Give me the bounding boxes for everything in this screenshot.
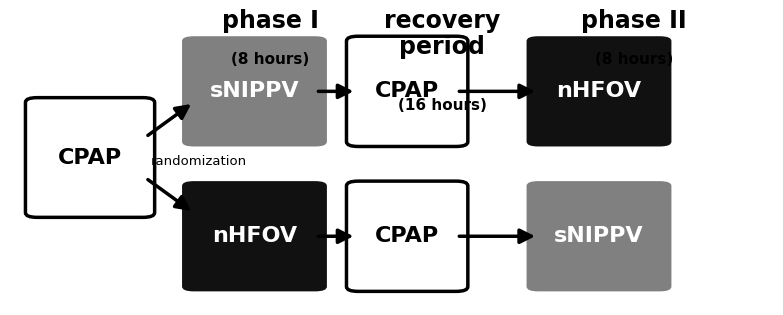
FancyBboxPatch shape: [526, 36, 671, 146]
Text: nHFOV: nHFOV: [212, 226, 297, 246]
Text: recovery
period: recovery period: [384, 9, 500, 59]
Text: (8 hours): (8 hours): [595, 52, 673, 67]
Text: phase II: phase II: [582, 9, 687, 33]
Text: CPAP: CPAP: [58, 147, 122, 168]
FancyBboxPatch shape: [182, 181, 327, 291]
Text: phase I: phase I: [222, 9, 319, 33]
FancyBboxPatch shape: [25, 98, 155, 217]
FancyBboxPatch shape: [182, 36, 327, 146]
Text: CPAP: CPAP: [375, 226, 439, 246]
Text: randomization: randomization: [150, 155, 247, 168]
FancyBboxPatch shape: [526, 181, 671, 291]
FancyBboxPatch shape: [347, 36, 468, 146]
Text: (16 hours): (16 hours): [398, 98, 487, 113]
Text: nHFOV: nHFOV: [557, 81, 641, 101]
Text: sNIPPV: sNIPPV: [210, 81, 299, 101]
Text: CPAP: CPAP: [375, 81, 439, 101]
Text: (8 hours): (8 hours): [231, 52, 309, 67]
FancyBboxPatch shape: [347, 181, 468, 291]
Text: sNIPPV: sNIPPV: [554, 226, 644, 246]
